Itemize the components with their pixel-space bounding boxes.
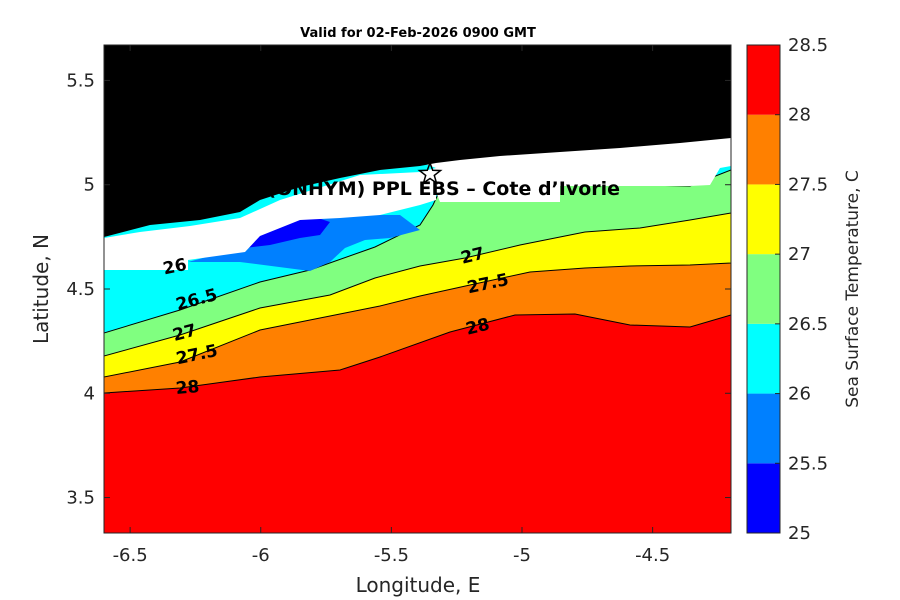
y-tick-label: 5 [84,175,95,196]
band-25-25.5 [245,217,330,248]
plot-area [104,45,731,533]
colorbar-tick-label: 27.5 [788,174,828,195]
colorbar-segment [747,184,780,255]
colorbar-tick-label: 28.5 [788,35,828,56]
colorbar-tick-label: 26 [788,384,811,405]
colorbar-segment [747,393,780,464]
colorbar-tick-label: 25.5 [788,453,828,474]
colorbar-tick-label: 26.5 [788,314,828,335]
y-axis-label: Latitude, N [29,234,53,344]
chart-title: Valid for 02-Feb-2026 0900 GMT [300,26,536,41]
band-25.5-26 [188,215,420,271]
y-axis: 3.5 4 4.5 5 5.5 [66,70,731,509]
colorbar-frame [746,44,781,534]
colorbar-segment [747,463,780,533]
contour-labels: 26 26.5 27 27.5 28 27 27.5 28 A (ONHYM) … [161,160,620,399]
site-annotation-label: A (ONHYM) PPL EBS – Cote d’Ivorie [246,178,620,200]
x-tick-label: -5.5 [374,545,409,566]
land-mass [104,45,731,237]
colorbar-segment [747,114,780,185]
colorbar-tick-label: 28 [788,105,811,126]
colorbar-tick-label: 27 [788,244,811,265]
colorbar: 25 25.5 26 26.5 27 27.5 28 28.5 [746,35,828,544]
colorbar-label: Sea Surface Temperature, C [843,170,863,408]
x-axis: -6.5 -6 -5.5 -5 -4.5 [113,45,670,566]
y-tick-label: 4 [84,383,95,404]
colorbar-tick-label: 25 [788,523,811,544]
colorbar-segment [747,254,780,324]
y-tick-label: 5.5 [66,70,95,91]
contour-label-26: 26 [161,255,188,279]
x-tick-label: -5 [513,545,531,566]
x-tick-label: -4.5 [635,545,670,566]
x-axis-label: Longitude, E [356,573,481,597]
x-tick-label: -6 [252,545,270,566]
y-tick-label: 3.5 [66,488,95,509]
y-tick-label: 4.5 [66,279,95,300]
site-star-marker [417,160,443,185]
colorbar-segment [747,323,780,394]
colorbar-segment [747,45,780,115]
contour-label-28: 28 [175,377,200,399]
x-tick-label: -6.5 [113,545,148,566]
